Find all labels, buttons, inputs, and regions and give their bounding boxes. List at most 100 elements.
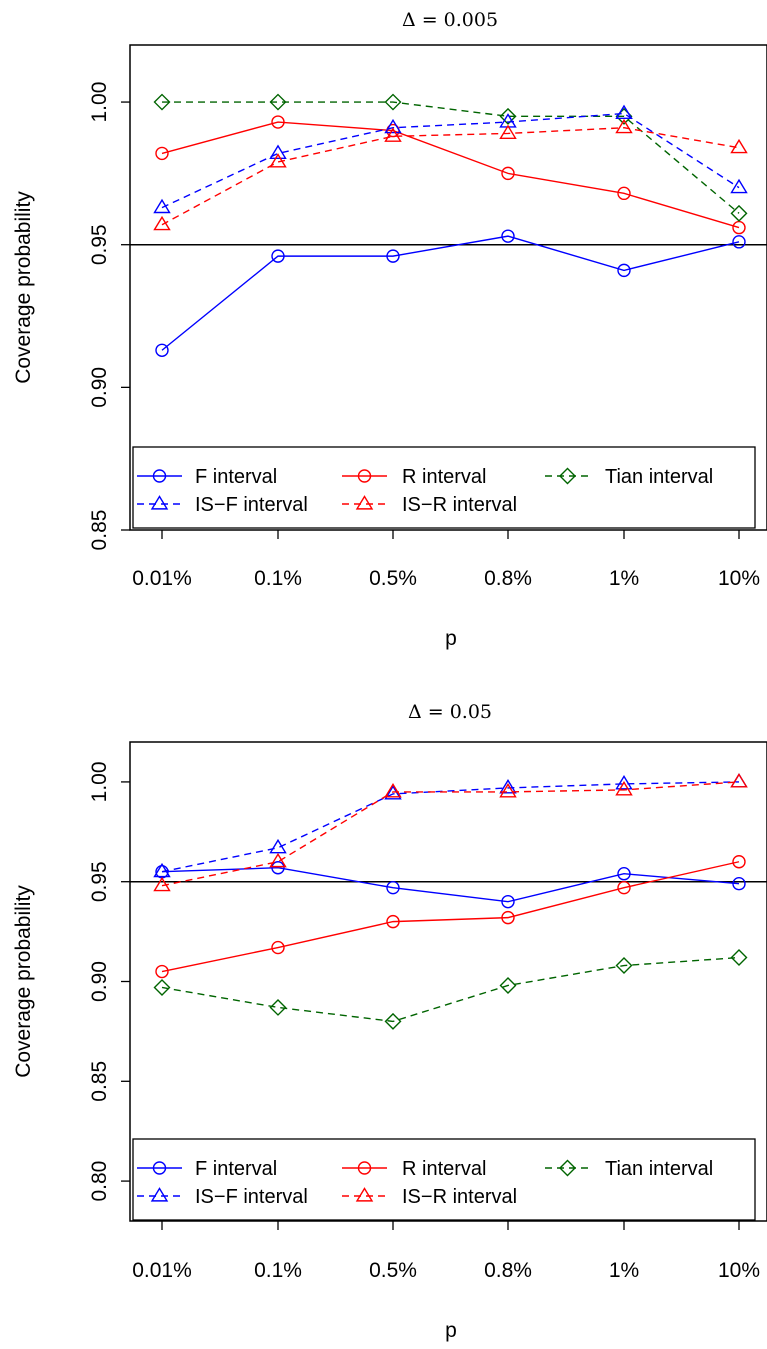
series-line [161,121,740,229]
data-point [384,1012,402,1030]
data-point [269,838,287,854]
data-point [153,876,171,892]
legend-marker [357,469,372,483]
data-point [153,978,171,996]
data-point [730,138,748,154]
x-tick-label: 1% [609,1259,639,1282]
data-point [384,93,402,111]
x-tick-label: 0.5% [369,1259,417,1282]
series-tian-interval [153,93,748,222]
data-point [499,779,517,794]
series-is-r-interval [153,773,748,892]
data-point [269,998,287,1016]
series-f-interval [155,861,746,909]
series-is-f-interval [153,773,748,878]
data-point [384,127,402,142]
data-point [269,153,287,168]
data-point [271,249,285,263]
data-point [499,783,517,798]
data-point [269,93,287,111]
data-point [384,783,402,798]
legend-box [132,1138,756,1221]
data-point [155,964,169,979]
data-point [153,93,171,111]
series-line [161,861,740,973]
data-point [617,880,631,895]
data-point [271,861,285,875]
x-tick-label: 0.1% [254,567,302,590]
data-point [499,124,517,140]
legend: F interval R interval Tian interval IS−F in… [132,446,756,529]
legend-marker [559,1159,576,1177]
legend-label: F interval [195,1158,277,1180]
data-point [386,914,400,929]
y-axis-label: Coverage probability [12,191,35,384]
chart-title: Δ = 0.05 [408,701,492,723]
data-point [269,144,287,159]
x-axis-label: p [445,627,457,650]
series-tian-interval [153,949,748,1030]
series-line [161,112,740,209]
series-line [161,781,740,873]
legend-marker [150,495,169,510]
y-tick-label: 0.90 [88,961,111,1002]
data-point [153,862,171,878]
data-point [732,877,746,891]
data-point [615,118,633,134]
y-tick-label: 0.85 [88,1061,111,1102]
legend-marker [355,495,374,510]
data-point [155,343,169,357]
plot-frame [129,44,767,531]
y-tick-label: 0.80 [88,1161,111,1202]
data-point [615,775,633,790]
series-line [161,867,740,903]
series-r-interval [155,855,746,979]
data-point [501,910,515,925]
data-point [384,118,402,134]
data-point [730,178,748,194]
y-tick-label: 0.85 [88,510,111,551]
x-tick-label: 0.8% [484,1259,532,1282]
data-point [153,215,171,231]
y-tick-label: 1.00 [88,761,111,802]
legend-label: F interval [195,466,277,488]
legend-marker [355,1187,374,1202]
legend-box [132,446,756,529]
legend-label: IS−R interval [402,1186,517,1208]
series-is-r-interval [153,118,748,231]
data-point [386,249,400,263]
legend-marker [152,1161,167,1175]
legend-marker [150,1187,169,1202]
data-point [386,880,400,895]
series-is-f-interval [153,104,748,214]
x-tick-label: 0.01% [132,1259,192,1282]
x-tick-label: 0.5% [369,567,417,590]
data-point [499,107,517,125]
y-axis-label: Coverage probability [12,885,35,1078]
data-point [617,867,631,881]
series-line [162,101,740,214]
legend-label: Tian interval [605,466,713,488]
series-line [161,127,740,226]
data-point [617,186,631,201]
data-point [615,104,633,120]
y-tick-label: 0.95 [88,224,111,265]
data-point [732,235,746,249]
legend-marker [559,467,576,485]
x-axis-label: p [445,1319,457,1342]
data-point [155,146,169,161]
series-line [161,781,740,887]
data-point [501,894,515,909]
legend-label: Tian interval [605,1158,713,1180]
data-point [269,852,287,868]
data-point [271,115,285,129]
y-tick-label: 0.95 [88,861,111,902]
x-tick-label: 0.01% [132,567,192,590]
series-line [161,235,740,351]
legend-marker [152,469,167,483]
x-tick-label: 10% [718,1259,760,1282]
data-point [153,198,171,214]
chart-panel-2: Δ = 0.05 0.80 0.85 0.90 0.95 1.00 Coverage pro… [12,701,767,1342]
